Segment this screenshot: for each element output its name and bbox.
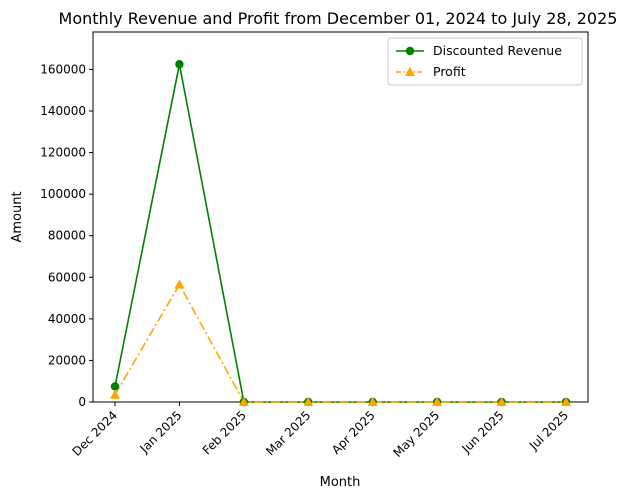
- x-tick-label: Jul 2025: [526, 408, 571, 453]
- series-1-point: [367, 397, 378, 406]
- x-tick-label: Mar 2025: [263, 408, 313, 458]
- x-tick-label: May 2025: [391, 408, 443, 460]
- series-line-0: [114, 64, 566, 403]
- y-tick-label: 0: [78, 395, 86, 409]
- legend-label: Discounted Revenue: [433, 43, 562, 58]
- y-tick-label: 80000: [48, 229, 86, 243]
- x-tick-label: Apr 2025: [329, 408, 378, 457]
- plot-frame: [92, 31, 589, 403]
- series-1-point: [303, 397, 314, 406]
- series-1-point: [496, 397, 507, 406]
- y-tick-label: 140000: [40, 104, 86, 118]
- y-tick-label: 20000: [48, 353, 86, 367]
- legend-swatch-marker: [405, 67, 415, 76]
- x-tick-label: Dec 2024: [70, 408, 121, 459]
- series-0-point: [175, 60, 184, 69]
- x-axis-label: Month: [320, 475, 361, 490]
- series-0-point: [110, 382, 120, 391]
- y-tick-label: 120000: [40, 146, 86, 160]
- y-tick-label: 60000: [48, 270, 86, 284]
- series-1-point: [561, 397, 571, 406]
- y-tick-label: 160000: [40, 62, 86, 76]
- legend-box: [387, 37, 583, 86]
- y-tick-label: 100000: [40, 187, 86, 201]
- series-1-point: [174, 279, 185, 289]
- series-1-point: [110, 389, 120, 399]
- series-1-point: [432, 397, 443, 406]
- series-1-point: [238, 397, 249, 406]
- y-tick-label: 40000: [48, 312, 86, 326]
- legend: Discounted Revenue Profit: [387, 37, 583, 86]
- series-line-1: [114, 282, 566, 403]
- y-axis-label: Amount: [10, 191, 25, 242]
- chart-title: Monthly Revenue and Profit from December…: [59, 9, 618, 28]
- x-tick-label: Jan 2025: [137, 408, 185, 456]
- legend-swatch-marker: [405, 46, 415, 56]
- legend-label: Profit: [433, 64, 466, 79]
- x-tick-label: Jun 2025: [459, 408, 507, 456]
- x-tick-label: Feb 2025: [200, 408, 249, 457]
